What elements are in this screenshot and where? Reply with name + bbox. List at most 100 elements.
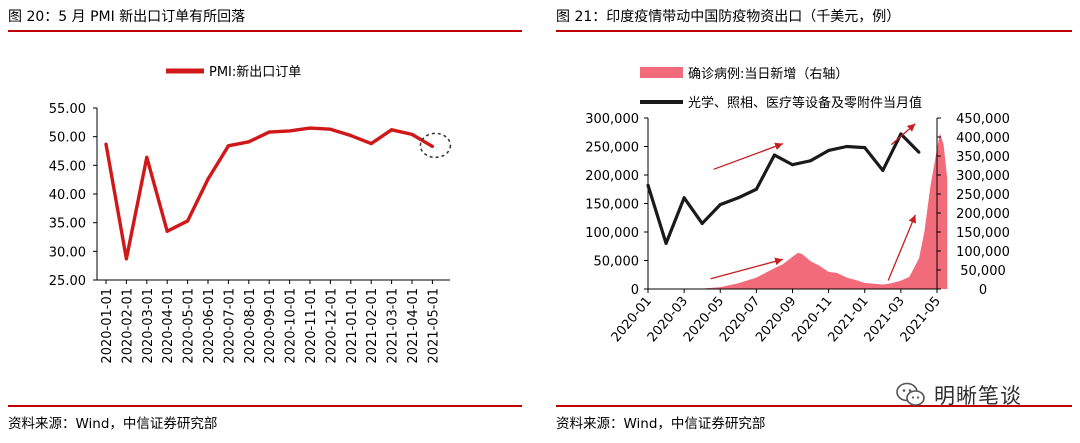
left-source-rule [8, 405, 522, 407]
x-tick-label: 2020-10-01 [284, 288, 299, 364]
pmi-data-point [165, 229, 169, 233]
daily-cases-area [684, 133, 948, 289]
legend-label-line: 光学、照相、医疗等设备及零附件当月值 [688, 95, 922, 111]
medical-exports-line [646, 132, 921, 245]
trend-arrow [890, 123, 916, 146]
pmi-series-line [104, 126, 434, 261]
left-panel: 图 20：5 月 PMI 新出口订单有所回落 25.00 30.00 35.00 40… [0, 0, 530, 443]
right-panel: 图 21：印度疫情带动中国防疫物资出口（千美元，例） 0 50,000 100,00… [548, 0, 1080, 443]
medical-exports-point [700, 221, 704, 225]
left-source-note: 资料来源：Wind，中信证券研究部 [8, 416, 218, 432]
wechat-icon [896, 382, 925, 406]
left-y-tick-label: 250,000 [585, 141, 639, 156]
medical-exports-point [899, 132, 903, 136]
trend-arrow [710, 257, 784, 280]
y-tick-label: 45.00 [49, 159, 86, 174]
medical-exports-point [917, 150, 921, 154]
medical-exports-point [772, 153, 776, 157]
pmi-data-point [410, 132, 414, 136]
right-y-tick-label: 450,000 [956, 112, 1010, 127]
x-tick-label: 2021-01-01 [345, 288, 360, 364]
right-source-rule [556, 405, 1072, 407]
legend-label-area: 确诊病例:当日新增（右轴） [688, 66, 848, 82]
watermark: 明晰笔谈 [896, 378, 1022, 412]
right-y-tick-label: 50,000 [960, 264, 1006, 279]
y-tick-label: 40.00 [49, 188, 86, 203]
pmi-data-point [267, 130, 271, 134]
right-source-note: 资料来源：Wind，中信证券研究部 [556, 416, 766, 432]
right-y-tick-label: 150,000 [956, 226, 1010, 241]
left-chart: 25.00 30.00 35.00 40.00 45.00 50.00 55.00 2020-… [49, 64, 452, 364]
x-tick-label: 2020-09-01 [263, 288, 278, 364]
x-tick-label: 2021-04-01 [406, 288, 421, 364]
x-tick-label: 2020-12-01 [324, 288, 339, 364]
left-y-tick-label: 150,000 [585, 198, 639, 213]
pmi-data-point [328, 127, 332, 131]
y-tick-label: 25.00 [49, 274, 86, 289]
pmi-data-point [390, 128, 394, 132]
medical-exports-point [736, 196, 740, 200]
x-tick-label: 2020-02-01 [120, 288, 135, 364]
pmi-data-point [349, 133, 353, 138]
pmi-data-point [124, 257, 128, 261]
right-y-tick-label: 200,000 [956, 207, 1010, 222]
x-tick-label: 2020-04-01 [161, 288, 176, 364]
left-y-tick-label: 200,000 [585, 169, 639, 184]
left-y-tick-label: 50,000 [594, 255, 640, 270]
left-y-tick-label: 100,000 [585, 226, 639, 241]
legend-label: PMI:新出口订单 [209, 64, 301, 80]
left-figure-title: 图 20：5 月 PMI 新出口订单有所回落 [8, 9, 246, 25]
x-tick-label: 2021-02-01 [365, 288, 380, 364]
x-tick-label: 2020-01-01 [100, 288, 115, 364]
y-tick-label: 50.00 [49, 131, 86, 146]
x-tick-label: 2021-05-01 [426, 288, 441, 364]
highlight-circle [419, 132, 452, 159]
right-y-tick-label: 300,000 [956, 169, 1010, 184]
medical-exports-point [791, 163, 794, 167]
pmi-data-point [247, 140, 251, 144]
x-tick-label: 2020-08-01 [243, 288, 258, 364]
medical-exports-point [881, 168, 885, 172]
medical-exports-point [845, 145, 849, 148]
pmi-data-point [186, 219, 190, 223]
right-y-tick-label: 350,000 [956, 150, 1010, 165]
pmi-data-point [430, 144, 434, 149]
x-tick-label: 2021-03-01 [386, 288, 401, 364]
right-figure-title: 图 21：印度疫情带动中国防疫物资出口（千美元，例） [556, 9, 901, 25]
medical-exports-point [809, 159, 813, 163]
medical-exports-point [682, 196, 686, 200]
right-y-tick-label: 250,000 [956, 188, 1010, 203]
medical-exports-point [664, 241, 668, 245]
x-tick-label: 2020-11-01 [304, 288, 319, 364]
y-tick-label: 55.00 [49, 102, 86, 117]
y-tick-label: 35.00 [49, 217, 86, 232]
left-y-tick-label: 300,000 [585, 112, 639, 127]
right-y-tick-label: 400,000 [956, 131, 1010, 146]
y-tick-label: 30.00 [49, 245, 86, 260]
left-title-rule [8, 30, 522, 32]
pmi-data-point [308, 126, 312, 130]
x-tick-label: 2020-03-01 [141, 288, 156, 364]
left-y-tick-label: 0 [631, 283, 639, 298]
watermark-text: 明晰笔谈 [934, 384, 1022, 408]
x-tick-label: 2020-06-01 [202, 288, 217, 364]
medical-exports-point [827, 148, 831, 152]
x-tick-label: 2020-05-01 [182, 288, 197, 364]
right-y-tick-label: 0 [979, 283, 987, 298]
x-tick-label: 2020-07-01 [222, 288, 237, 364]
medical-exports-point [718, 203, 722, 207]
medical-exports-point [646, 183, 650, 187]
trend-arrow [713, 142, 784, 170]
right-chart: 0 50,000 100,000 150,000 200,000 250,000 300,0… [585, 66, 1010, 345]
pmi-data-point [369, 141, 373, 146]
pmi-data-point [206, 177, 210, 181]
legend-swatch-area [640, 67, 683, 78]
right-y-tick-label: 100,000 [956, 245, 1010, 260]
pmi-data-point [104, 142, 108, 146]
medical-exports-point [754, 187, 758, 191]
right-title-rule [556, 30, 1072, 32]
pmi-data-point [226, 144, 230, 148]
trend-arrow [887, 214, 916, 281]
medical-exports-point [863, 146, 867, 150]
pmi-data-point [288, 129, 292, 133]
